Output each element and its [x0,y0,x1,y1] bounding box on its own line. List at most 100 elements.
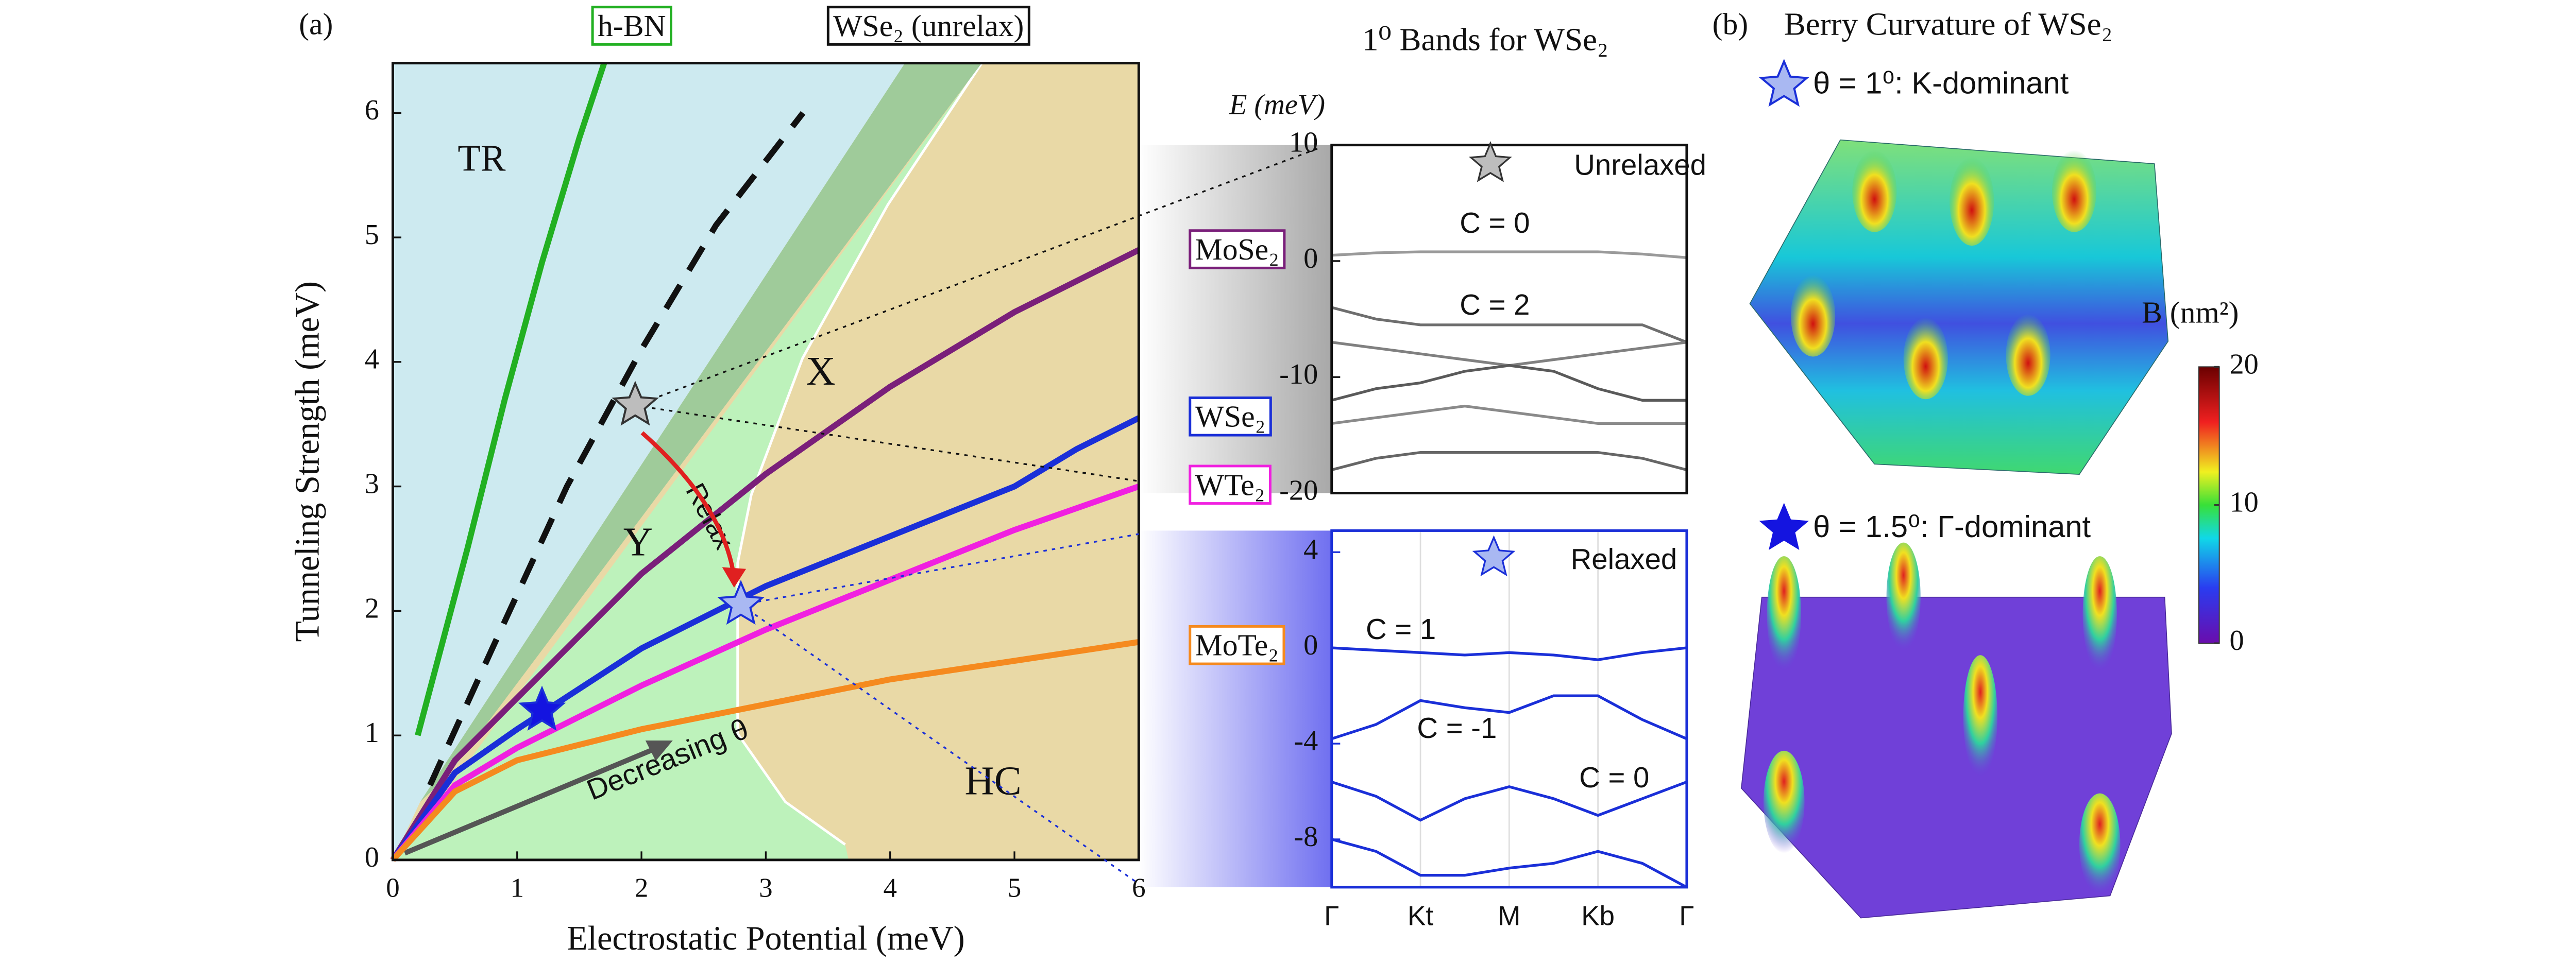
colorbar-tick-label: 10 [2230,487,2259,519]
zoom-line [635,147,1318,406]
region-label: Y [623,519,653,564]
legend-star [1472,535,1516,577]
region-boundary [736,62,983,846]
legend-box [1189,464,1272,505]
annotation: Relaxed [1571,543,1677,575]
x-tick-label: 6 [1132,873,1145,903]
tr-region [393,63,905,860]
y-tick-label: 6 [365,94,379,126]
series-line [391,639,1140,862]
legend-star [1469,141,1512,182]
series-line [1331,364,1687,402]
y-tick-label: 5 [365,219,379,251]
caption: θ = 1.5⁰: Γ-dominant [1813,509,2091,544]
legend-box [1189,229,1286,269]
series-line [390,247,1140,862]
x-region [396,63,1139,860]
series-line [415,62,607,736]
colorbar-tick-label: 0 [2230,625,2244,657]
series-line [1331,694,1687,741]
x-tick-label: Γ [1679,901,1694,932]
annotation: C = -1 [1417,712,1497,744]
annotation: C = 1 [1366,613,1436,645]
series-line [390,484,1140,862]
plot-frame [1330,144,1688,495]
region-label: X [806,349,835,394]
x-tick-label: 2 [635,873,649,903]
legend-box [591,6,672,46]
x-tick-label: Kt [1408,901,1433,932]
relax-arrow [640,431,736,578]
zoom-fade [1139,145,1332,493]
annotation: C = 2 [1460,288,1530,321]
y-tick-label: 4 [365,343,379,375]
y-tick-label: 0 [365,841,379,873]
x-tick-label: 3 [759,873,773,903]
legend-star [1758,59,1809,107]
y-tick-label: -10 [1279,358,1318,390]
surface-bottom [1741,542,2172,919]
plot-frame [1330,529,1688,889]
y-band [420,63,982,802]
series-line [1331,250,1687,259]
x-tick-label: 1 [511,873,524,903]
caption: θ = 1⁰: K-dominant [1813,65,2069,100]
y-tick-label: 1 [365,717,379,749]
series-line [1331,780,1687,822]
marker-star [612,381,659,426]
legend-label: WSe₂ (unrelax) [833,9,1024,43]
annotation: Unrelaxed [1574,149,1706,181]
series-line [1331,306,1687,344]
legend-label: WTe₂ [1195,468,1265,502]
legend-star [1759,503,1809,550]
series-line [1331,341,1687,367]
x-tick-label: 5 [1008,873,1021,903]
chart-title: 1⁰ Bands for WSe₂ [1362,21,1608,57]
decreasing-arrow [403,743,664,856]
y-tick-label: -8 [1294,821,1318,853]
x-tick-label: M [1498,901,1520,932]
x-tick-label: 0 [386,873,400,903]
series-line [1331,404,1687,425]
series-line [1331,838,1688,889]
legend-label: h-BN [598,9,666,43]
y-tick-label: 4 [1303,533,1318,565]
colorbar-tick-label: 20 [2230,348,2259,380]
legend-box [1189,396,1272,437]
y-tick-label: 3 [365,468,379,500]
legend-label: MoSe₂ [1195,232,1279,266]
y-axis-label: Tunneling Strength (meV) [289,281,327,642]
annotation: C = 0 [1460,206,1530,239]
x-tick-label: Kb [1581,901,1615,932]
y-tick-label: -4 [1294,725,1318,757]
series-line [427,111,806,787]
legend-box [1189,625,1285,665]
series-line [390,415,1140,862]
y-tick-label: 0 [1303,629,1318,661]
colorbar-label: B (nm²) [2142,296,2239,330]
y-tick-label: 10 [1289,127,1318,159]
marker-star [717,579,765,625]
legend-label: WSe₂ [1195,400,1266,434]
panel-label: (a) [299,7,333,41]
panel-title: Berry Curvature of WSe₂ [1784,6,2113,42]
series-line [1331,646,1687,661]
panel-label: (b) [1713,7,1749,41]
y-tick-label: -20 [1279,474,1318,506]
zoom-fade [1139,530,1332,887]
x-axis-label: Electrostatic Potential (meV) [567,920,965,957]
series-line [1331,451,1687,472]
y-tick-label: 2 [365,592,379,624]
x-tick-label: 4 [883,873,896,903]
arrow-head [645,740,673,761]
arrow-head [722,567,747,588]
y-tick-label: 0 [1303,243,1318,274]
y-axis-label: E (meV) [1229,89,1325,121]
region-label: TR [457,137,506,179]
legend-box [826,6,1030,46]
plot-frame [391,62,1140,862]
annotation: C = 0 [1579,761,1649,794]
marker-star [518,685,566,731]
